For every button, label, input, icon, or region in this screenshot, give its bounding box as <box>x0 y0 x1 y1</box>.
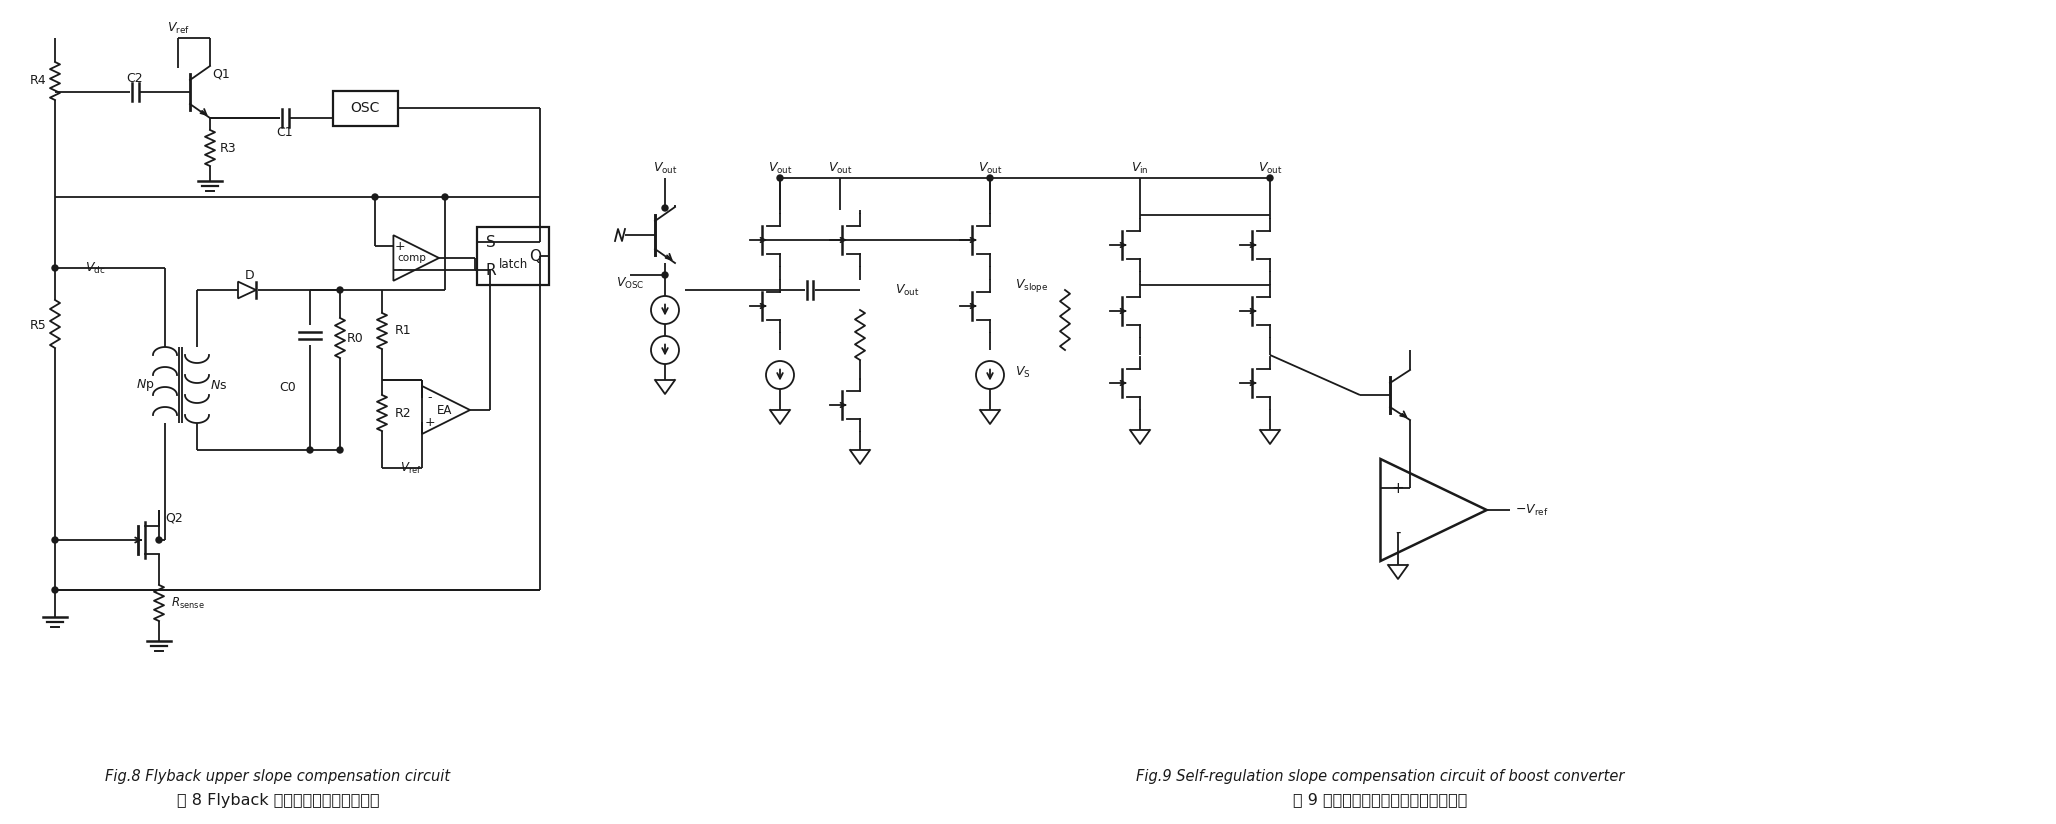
Text: Fig.8 Flyback upper slope compensation circuit: Fig.8 Flyback upper slope compensation c… <box>105 769 450 784</box>
Text: -: - <box>1396 525 1400 540</box>
Text: $V_{\rm S}$: $V_{\rm S}$ <box>1016 364 1030 380</box>
Text: Q2: Q2 <box>164 512 183 525</box>
Text: 图 8 Flyback 上斜坡补偿具体电路实现: 图 8 Flyback 上斜坡补偿具体电路实现 <box>177 793 378 808</box>
Text: $V_{\rm dc}$: $V_{\rm dc}$ <box>84 260 105 275</box>
Circle shape <box>51 265 58 271</box>
Text: +: + <box>426 415 436 428</box>
Text: EA: EA <box>438 404 452 416</box>
Text: $V_{\rm out}$: $V_{\rm out}$ <box>1258 161 1283 176</box>
Text: $V_{\rm ref}$: $V_{\rm ref}$ <box>167 21 189 35</box>
Circle shape <box>51 537 58 543</box>
Text: $N{\rm s}$: $N{\rm s}$ <box>210 378 228 391</box>
Text: +: + <box>395 240 405 252</box>
Text: latch: latch <box>498 258 528 270</box>
Text: C1: C1 <box>278 125 294 138</box>
Text: OSC: OSC <box>350 101 380 115</box>
Text: comp: comp <box>397 253 426 263</box>
Text: R: R <box>485 263 495 278</box>
Text: +: + <box>1392 480 1404 495</box>
Circle shape <box>662 272 668 278</box>
Text: $V_{\rm out}$: $V_{\rm out}$ <box>652 161 676 176</box>
Text: Fig.9 Self-regulation slope compensation circuit of boost converter: Fig.9 Self-regulation slope compensation… <box>1135 769 1624 784</box>
Circle shape <box>442 194 448 200</box>
Circle shape <box>987 175 993 181</box>
Text: -: - <box>397 264 403 277</box>
Bar <box>333 91 397 125</box>
Text: $N{\rm p}$: $N{\rm p}$ <box>136 377 154 393</box>
Text: -: - <box>428 391 432 405</box>
Text: D: D <box>245 269 255 282</box>
Circle shape <box>337 287 343 293</box>
Text: R4: R4 <box>29 73 47 87</box>
Text: R5: R5 <box>29 319 47 331</box>
Circle shape <box>662 205 668 211</box>
Text: S: S <box>485 235 495 250</box>
Text: $R_{\rm sense}$: $R_{\rm sense}$ <box>171 596 206 611</box>
Text: C0: C0 <box>280 381 296 394</box>
Text: $V_{\rm OSC}$: $V_{\rm OSC}$ <box>615 275 644 291</box>
Circle shape <box>337 447 343 453</box>
Text: $V_{\rm out}$: $V_{\rm out}$ <box>894 283 919 297</box>
Text: $V_{\rm out}$: $V_{\rm out}$ <box>829 161 853 176</box>
Text: $V_{\rm out}$: $V_{\rm out}$ <box>767 161 792 176</box>
Circle shape <box>777 175 783 181</box>
Circle shape <box>51 587 58 593</box>
Text: $V_{\rm out}$: $V_{\rm out}$ <box>979 161 1003 176</box>
Text: $-V_{\rm ref}$: $-V_{\rm ref}$ <box>1515 503 1548 517</box>
Text: R2: R2 <box>395 406 411 419</box>
Text: $V_{\rm ref}$: $V_{\rm ref}$ <box>401 461 421 475</box>
Text: R3: R3 <box>220 142 236 155</box>
Circle shape <box>156 537 162 543</box>
Text: Q1: Q1 <box>212 68 230 81</box>
Text: 图 9 升压型转换器自调节斜坡补偿电路: 图 9 升压型转换器自调节斜坡补偿电路 <box>1293 793 1468 808</box>
Bar <box>477 227 549 285</box>
Text: $V_{\rm slope}$: $V_{\rm slope}$ <box>1016 277 1049 293</box>
Circle shape <box>1266 175 1273 181</box>
Text: C2: C2 <box>127 72 144 85</box>
Text: $V_{\rm in}$: $V_{\rm in}$ <box>1131 161 1149 176</box>
Circle shape <box>306 447 313 453</box>
Circle shape <box>372 194 378 200</box>
Text: R1: R1 <box>395 324 411 336</box>
Text: Q: Q <box>528 249 541 264</box>
Text: R0: R0 <box>347 331 364 344</box>
